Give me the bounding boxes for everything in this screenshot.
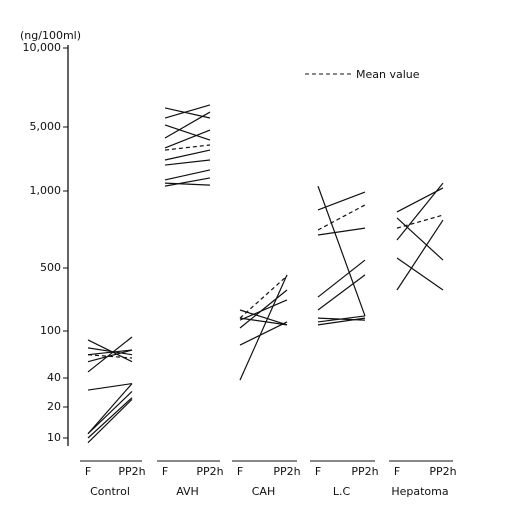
y-tick-label: 10,000	[23, 41, 62, 54]
x-label: F	[237, 465, 243, 478]
patient-line	[239, 289, 288, 329]
patient-line	[87, 383, 133, 435]
y-tick-label: 100	[40, 324, 61, 337]
x-label: PP2h	[196, 465, 223, 478]
patient-line	[87, 391, 133, 435]
patient-line	[164, 129, 211, 149]
patient-line	[239, 309, 288, 326]
y-axis-label: (ng/100ml)	[20, 29, 81, 42]
patient-line	[164, 159, 211, 166]
patient-line	[317, 315, 366, 323]
y-tick-label: 500	[40, 261, 61, 274]
x-label: F	[315, 465, 321, 478]
mean-line	[164, 144, 211, 151]
patient-line	[164, 149, 211, 161]
patient-line	[87, 398, 133, 444]
patient-line	[317, 274, 366, 311]
patient-line	[317, 185, 366, 317]
x-label: PP2h	[118, 465, 145, 478]
y-tick-label: 5,000	[30, 120, 62, 133]
patient-line	[396, 219, 444, 291]
y-tick-label: 1,000	[30, 184, 62, 197]
x-label: PP2h	[351, 465, 378, 478]
patient-line	[317, 191, 366, 211]
x-label: F	[85, 465, 91, 478]
patient-line	[239, 274, 288, 381]
mean-line	[396, 214, 444, 229]
patient-line	[164, 169, 211, 181]
group-label: AVH	[176, 485, 199, 498]
patient-line	[396, 257, 444, 291]
patient-line	[396, 217, 444, 261]
mean-line	[317, 204, 366, 231]
x-label: PP2h	[273, 465, 300, 478]
patient-line	[164, 104, 211, 119]
group-label: Hepatoma	[391, 485, 448, 498]
group-label: Control	[90, 485, 130, 498]
patient-line	[87, 347, 133, 356]
group-label: L.C	[333, 485, 351, 498]
y-tick-label: 40	[47, 371, 61, 384]
patient-line	[396, 182, 444, 241]
x-label: PP2h	[429, 465, 456, 478]
patient-line	[164, 182, 211, 186]
legend-label: Mean value	[356, 68, 420, 81]
patient-line	[239, 299, 288, 321]
y-tick-label: 10	[47, 431, 61, 444]
x-label: F	[394, 465, 400, 478]
mean-line	[239, 275, 288, 319]
patient-line	[317, 227, 366, 236]
patient-line	[164, 111, 211, 139]
patient-line	[87, 397, 133, 439]
patient-line	[239, 317, 288, 326]
patient-line	[87, 336, 133, 373]
patient-line	[317, 317, 366, 326]
y-tick-label: 20	[47, 400, 61, 413]
x-label: F	[162, 465, 168, 478]
patient-line	[164, 177, 211, 187]
patient-line	[317, 259, 366, 298]
patient-line	[87, 382, 133, 391]
mean-line	[87, 354, 133, 359]
patient-line	[239, 321, 288, 346]
patient-line	[87, 349, 133, 356]
patient-line	[164, 124, 211, 141]
group-label: CAH	[252, 485, 275, 498]
